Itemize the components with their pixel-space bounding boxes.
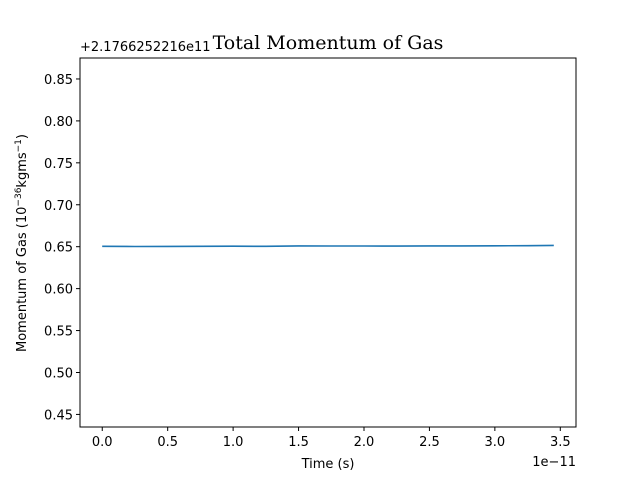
y-tick-label: 0.50 (44, 366, 73, 381)
y-tick-label: 0.85 (44, 73, 73, 88)
y-tick-label: 0.80 (44, 115, 73, 130)
series-line (102, 244, 554, 248)
y-tick-label: 0.45 (44, 408, 73, 423)
y-axis-label-exp2: −1 (14, 139, 24, 152)
y-tick-label: 0.55 (44, 325, 73, 340)
y-axis-label-exp1: −36 (14, 187, 24, 206)
x-tick-label: 1.0 (223, 435, 244, 450)
y-axis-label-main: Momentum of Gas (10 (15, 207, 30, 352)
y-axis-label-unit: kgms (15, 152, 30, 187)
y-offset-label: +2.1766252216e11 (80, 40, 211, 55)
chart-title: Total Momentum of Gas (213, 32, 444, 54)
y-axis-label-close: ) (15, 134, 30, 139)
y-tick-label: 0.70 (44, 199, 73, 214)
y-tick-label: 0.65 (44, 241, 73, 256)
y-tick-label: 0.60 (44, 283, 73, 298)
x-axis: 0.0 0.5 1.0 1.5 2.0 2.5 3.0 3.5 (92, 427, 571, 450)
y-axis-label: Momentum of Gas (10−36kgms−1) (14, 134, 30, 352)
y-axis: 0.45 0.50 0.55 0.60 0.65 0.70 0.75 0.80 0.85 (44, 73, 80, 423)
x-tick-label: 0.0 (92, 435, 113, 450)
series-layer (102, 244, 554, 248)
x-tick-label: 2.0 (354, 435, 375, 450)
x-tick-label: 1.5 (288, 435, 309, 450)
x-offset-label: 1e−11 (532, 455, 576, 470)
x-tick-label: 2.5 (419, 435, 440, 450)
x-tick-label: 3.0 (485, 435, 506, 450)
x-tick-label: 3.5 (550, 435, 571, 450)
x-tick-label: 0.5 (157, 435, 178, 450)
y-tick-label: 0.75 (44, 157, 73, 172)
plot-area (79, 57, 577, 428)
x-axis-label: Time (s) (301, 457, 355, 472)
